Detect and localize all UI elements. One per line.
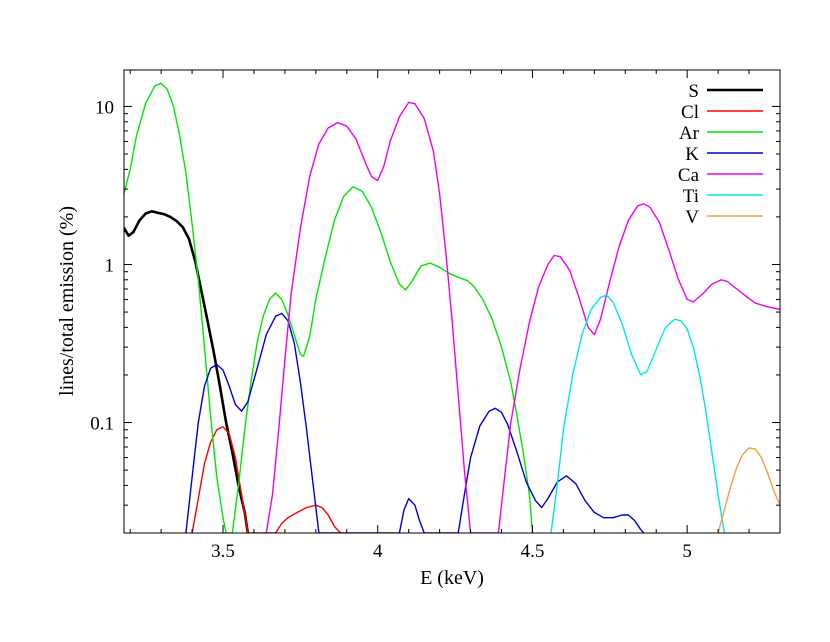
series-line-s <box>124 210 250 533</box>
series-line-cl <box>191 426 342 533</box>
x-tick-label: 3.5 <box>211 541 235 562</box>
y-tick-label: 1 <box>105 255 115 276</box>
legend-label-ca: Ca <box>678 165 700 186</box>
x-axis-label: E (keV) <box>420 567 484 589</box>
plot-frame <box>123 69 781 534</box>
y-tick-label: 10 <box>95 97 114 118</box>
series-line-ca <box>265 101 780 533</box>
series-line-v <box>717 447 780 533</box>
series-line-ar <box>124 82 534 533</box>
legend-label-cl: Cl <box>681 102 699 123</box>
x-tick-label: 4 <box>373 541 383 562</box>
x-tick-label: 5 <box>682 541 692 562</box>
x-tick-label: 4.5 <box>521 541 545 562</box>
y-tick-label: 0.1 <box>90 414 114 435</box>
legend-label-k: K <box>685 144 699 165</box>
legend-label-s: S <box>688 81 699 102</box>
y-axis-label: lines/total emission (%) <box>56 206 78 396</box>
legend-label-ti: Ti <box>683 186 699 207</box>
series-layer <box>124 82 780 533</box>
series-line-ti <box>550 294 725 533</box>
series-line-k <box>185 312 645 533</box>
legend-label-ar: Ar <box>679 123 700 144</box>
tick-layer: 3.5 4 4.5 5 0.1 1 10 <box>90 70 781 562</box>
legend-label-v: V <box>685 207 699 228</box>
